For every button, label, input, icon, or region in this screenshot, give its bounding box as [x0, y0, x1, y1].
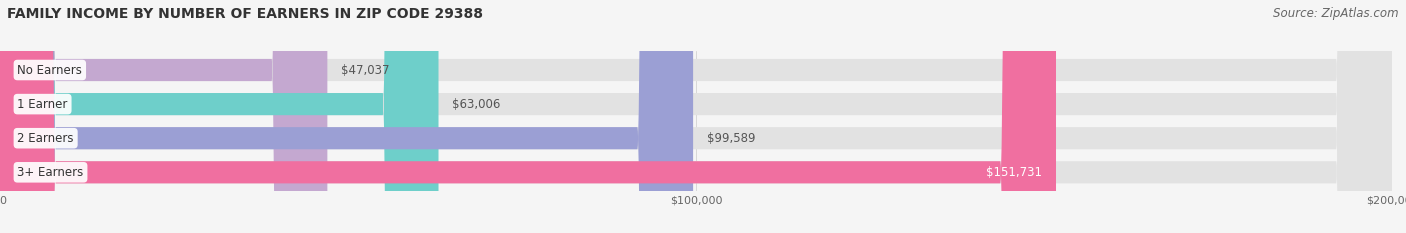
- Text: 3+ Earners: 3+ Earners: [17, 166, 83, 179]
- FancyBboxPatch shape: [0, 0, 693, 233]
- Text: No Earners: No Earners: [17, 64, 83, 76]
- Text: 1 Earner: 1 Earner: [17, 98, 67, 111]
- Text: Source: ZipAtlas.com: Source: ZipAtlas.com: [1274, 7, 1399, 20]
- Text: $99,589: $99,589: [707, 132, 755, 145]
- Text: 2 Earners: 2 Earners: [17, 132, 75, 145]
- Text: $151,731: $151,731: [986, 166, 1042, 179]
- FancyBboxPatch shape: [0, 0, 1056, 233]
- FancyBboxPatch shape: [0, 0, 328, 233]
- Text: $47,037: $47,037: [342, 64, 389, 76]
- Text: $63,006: $63,006: [453, 98, 501, 111]
- FancyBboxPatch shape: [0, 0, 439, 233]
- Text: FAMILY INCOME BY NUMBER OF EARNERS IN ZIP CODE 29388: FAMILY INCOME BY NUMBER OF EARNERS IN ZI…: [7, 7, 484, 21]
